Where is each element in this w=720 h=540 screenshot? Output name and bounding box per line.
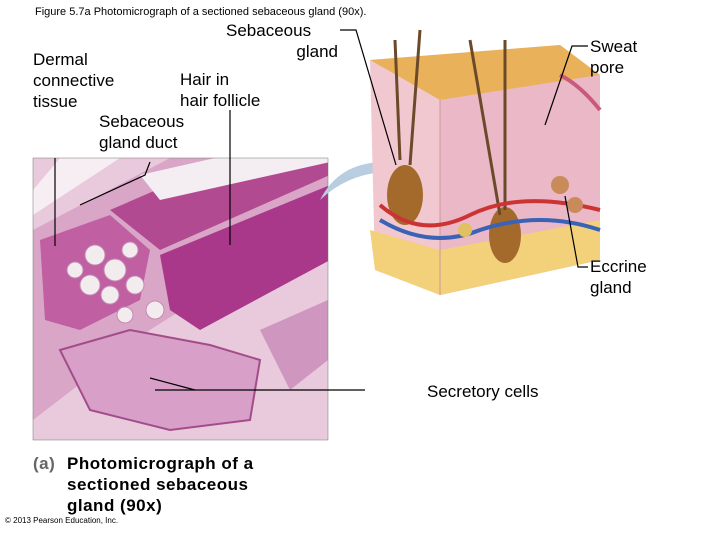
label-line: pore (590, 58, 625, 77)
label-duct: Sebaceous gland duct (99, 111, 184, 153)
label-line: connective (33, 71, 115, 90)
micrograph (33, 158, 328, 440)
caption-letter: (a) (33, 454, 56, 473)
label-dermal: Dermal connective tissue (33, 49, 114, 112)
caption-line: sectioned sebaceous (67, 475, 249, 494)
label-line: Sebaceous (99, 112, 185, 131)
caption-line: gland (90x) (67, 496, 163, 515)
label-line: Sweat (590, 37, 638, 56)
label-line: Secretory cells (427, 382, 539, 401)
label-sebaceous-gland: Sebaceous gland (226, 20, 338, 62)
label-eccrine: Eccrine gland (590, 256, 647, 298)
figure-title: Figure 5.7a Photomicrograph of a section… (35, 6, 367, 18)
label-secretory: Secretory cells (427, 381, 538, 402)
label-line: Sebaceous (226, 21, 312, 40)
label-sweat-pore: Sweat pore (590, 36, 637, 78)
label-hair: Hair in hair follicle (180, 69, 260, 111)
label-line: gland duct (99, 133, 178, 152)
label-line: gland (296, 42, 338, 61)
label-line: Dermal (33, 50, 88, 69)
label-line: hair follicle (180, 91, 261, 110)
label-line: Eccrine (590, 257, 647, 276)
skin-illustration (370, 29, 602, 295)
caption-line: Photomicrograph of a (67, 454, 254, 473)
label-line: tissue (33, 92, 78, 111)
leader-lines (54, 29, 588, 391)
label-line: Hair in (180, 70, 230, 89)
caption: Photomicrograph of a sectioned sebaceous… (67, 453, 254, 516)
copyright: © 2013 Pearson Education, Inc. (5, 516, 119, 525)
label-line: gland (590, 278, 632, 297)
